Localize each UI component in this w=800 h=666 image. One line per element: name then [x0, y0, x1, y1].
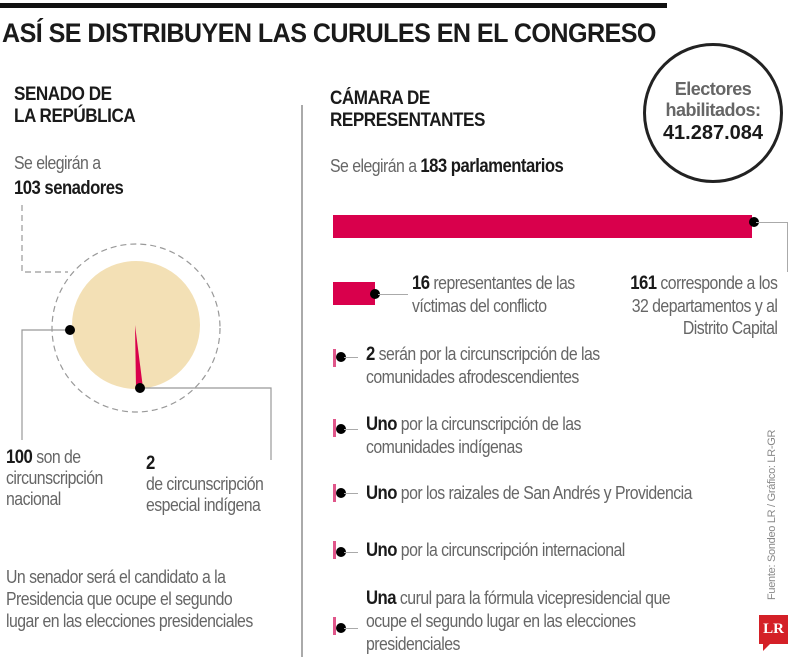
leader-1-indigenas	[344, 429, 358, 430]
senado-note-1: Un senador será el candidato a la	[6, 567, 226, 587]
bar-1-indigenas	[333, 419, 336, 437]
item-vicepresidencial-text-2: ocupe el segundo lugar en las elecciones	[366, 611, 636, 631]
senado-note: Un senador será el candidato a la Presid…	[6, 566, 253, 632]
dashed-leader	[21, 205, 68, 273]
dot-2-afro	[336, 352, 346, 362]
item-afro-text-2: comunidades afrodescendientes	[366, 367, 579, 387]
senado-pie-chart	[21, 205, 272, 460]
item-161-text-1: corresponde a los	[660, 273, 778, 293]
electores-line1: Electores	[674, 79, 752, 99]
lr-logo-icon: LR	[759, 615, 788, 644]
camara-heading-line2: REPRESENTANTES	[330, 110, 485, 131]
bar-16	[333, 282, 375, 305]
item-raizales-label: Uno por los raizales de San Andrés y Pro…	[366, 482, 692, 505]
senado-total: 103 senadores	[14, 178, 124, 199]
leader-2-afro	[344, 357, 358, 358]
bar-1-internacional	[333, 541, 336, 559]
item-afro-label: 2 serán por la circunscripción de las co…	[366, 343, 600, 388]
senado-nacional-label: 100 son de circunscripción nacional	[6, 447, 103, 510]
indigena-number: 2	[146, 453, 155, 474]
item-indigenas-label: Uno por la circunscripción de las comuni…	[366, 413, 581, 458]
senado-intro-prefix: Se elegirán a	[14, 153, 101, 173]
senado-heading-line1: SENADO DE	[14, 84, 112, 105]
dot-nacional	[65, 325, 75, 335]
dot-1-vicepresidencial	[336, 623, 346, 633]
item-16-number: 16	[412, 273, 430, 294]
senado-note-2: Presidencia que ocupe el segundo	[6, 589, 233, 609]
item-internacional-text-1: por la circunscripción internacional	[400, 540, 626, 560]
dot-16	[370, 289, 380, 299]
item-161-text-2: 32 departamentos y al	[631, 296, 778, 316]
pie-slice-nacional	[72, 261, 200, 389]
dot-161	[749, 217, 759, 227]
top-rule	[0, 3, 667, 8]
leader-161-v	[787, 222, 788, 272]
section-divider	[301, 105, 303, 657]
item-indigenas-number: Uno	[366, 414, 397, 435]
camara-heading-line1: CÁMARA DE	[330, 88, 430, 109]
item-16-label: 16 representantes de las víctimas del co…	[412, 272, 575, 317]
nacional-number: 100	[6, 447, 33, 468]
nacional-text-3: nacional	[6, 489, 61, 509]
senado-indigena-label: 2 de circunscripción especial indígena	[146, 453, 264, 516]
senado-intro: Se elegirán a 103 senadores	[14, 150, 124, 202]
electores-line2: habilitados:	[665, 100, 761, 120]
indigena-text-1: de circunscripción	[146, 474, 264, 494]
camara-intro-prefix: Se elegirán a	[330, 156, 417, 176]
senado-heading-line2: LA REPÚBLICA	[14, 106, 136, 127]
item-16-text-1: representantes de las	[433, 273, 575, 293]
leader-16	[378, 294, 408, 295]
bar-161	[333, 215, 752, 238]
item-161-label: 161 corresponde a los 32 departamentos y…	[626, 272, 778, 339]
senado-note-3: lugar en las elecciones presidenciales	[6, 611, 253, 631]
item-vicepresidencial-text-1: curul para la fórmula vicepresidencial q…	[399, 588, 671, 608]
bar-2-afro	[333, 349, 336, 367]
leader-1-raizales	[344, 493, 358, 494]
page-title: ASÍ SE DISTRIBUYEN LAS CURULES EN EL CON…	[2, 18, 656, 48]
leader-161-h	[756, 222, 788, 223]
item-indigenas-text-2: comunidades indígenas	[366, 437, 523, 457]
source-credit: Fuente: Sondeo LR / Gráfico: LR-GR	[766, 429, 778, 600]
bar-1-vicepresidencial	[333, 617, 336, 635]
electores-badge: Electores habilitados: 41.287.084	[643, 43, 783, 183]
nacional-text-2: circunscripción	[6, 468, 103, 488]
senado-heading: SENADO DE LA REPÚBLICA	[14, 84, 136, 128]
item-vicepresidencial-text-3: presidenciales	[366, 634, 460, 654]
indigena-text-2: especial indígena	[146, 495, 261, 515]
dot-1-raizales	[336, 488, 346, 498]
dot-indigena	[135, 383, 145, 393]
item-16-text-2: víctimas del conflicto	[412, 296, 547, 316]
item-afro-number: 2	[366, 344, 375, 365]
dot-1-internacional	[336, 547, 346, 557]
leader-1-vicepresidencial	[344, 628, 358, 629]
item-indigenas-text-1: por la circunscripción de las	[400, 414, 582, 434]
leader-nacional	[21, 329, 70, 440]
leader-indigena	[140, 387, 272, 460]
item-raizales-text-1: por los raizales de San Andrés y Provide…	[400, 483, 693, 503]
item-afro-text-1: serán por la circunscripción de las	[378, 344, 601, 364]
nacional-text-1: son de	[36, 447, 81, 467]
lr-logo-tail	[763, 644, 770, 651]
dashed-ring	[51, 243, 221, 413]
camara-intro: Se elegirán a 183 parlamentarios	[330, 156, 564, 177]
bar-1-raizales	[333, 484, 336, 502]
item-161-text-3: Distrito Capital	[682, 318, 778, 338]
item-internacional-number: Uno	[366, 540, 397, 561]
pie-slice-indigena	[135, 325, 143, 389]
camara-total: 183 parlamentarios	[420, 156, 564, 177]
electores-value: 41.287.084	[662, 122, 764, 144]
dot-1-indigenas	[336, 424, 346, 434]
camara-heading: CÁMARA DE REPRESENTANTES	[330, 88, 485, 132]
item-raizales-number: Uno	[366, 483, 397, 504]
leader-1-internacional	[344, 552, 358, 553]
item-internacional-label: Uno por la circunscripción internacional	[366, 539, 625, 562]
item-161-number: 161	[630, 273, 657, 294]
item-vicepresidencial-label: Una curul para la fórmula vicepresidenci…	[366, 587, 671, 656]
item-vicepresidencial-number: Una	[366, 588, 397, 609]
